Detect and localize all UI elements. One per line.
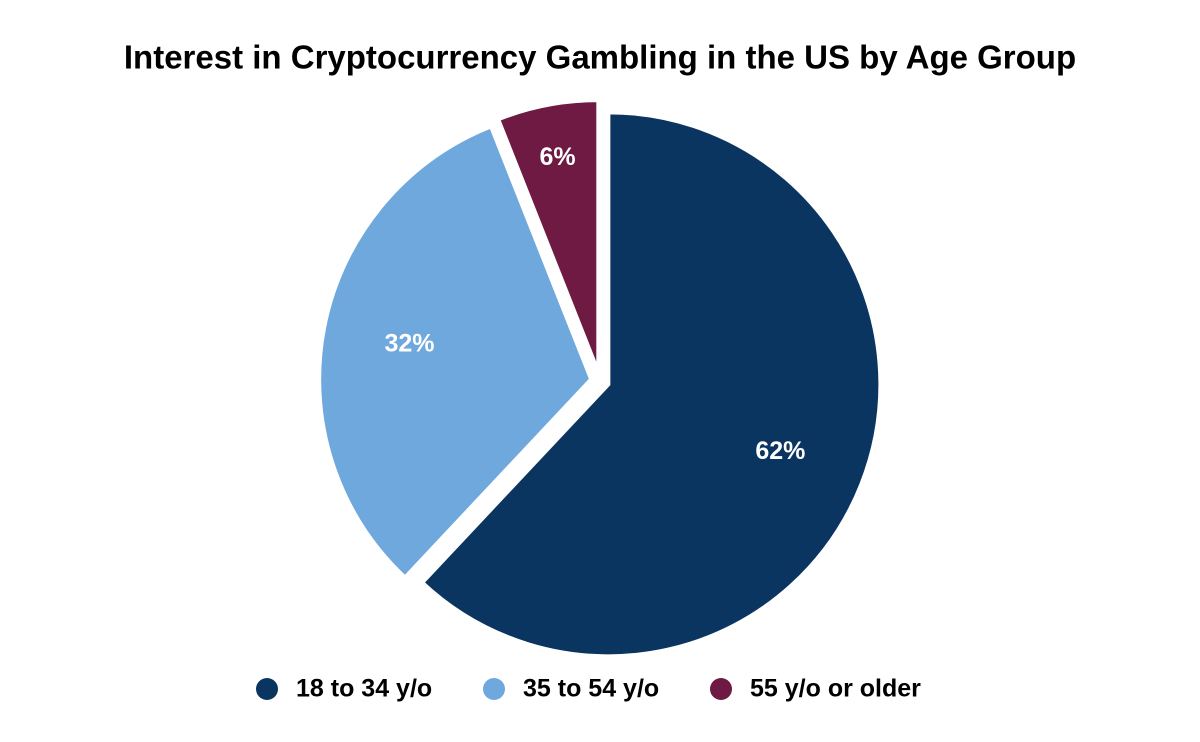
pie-slice [317, 123, 594, 581]
legend-marker [483, 678, 505, 700]
legend-label: 18 to 34 y/o [296, 675, 432, 703]
data-label: 62% [755, 437, 805, 465]
legend-marker [256, 678, 278, 700]
pie-slice [419, 110, 883, 659]
data-label: 32% [384, 329, 434, 357]
legend-label: 55 y/o or older [750, 675, 921, 703]
legend-label: 35 to 54 y/o [523, 675, 659, 703]
chart-title: Interest in Cryptocurrency Gambling in t… [124, 39, 1076, 76]
pie-slice [495, 98, 601, 373]
data-label: 6% [539, 143, 575, 171]
legend-marker [710, 678, 732, 700]
